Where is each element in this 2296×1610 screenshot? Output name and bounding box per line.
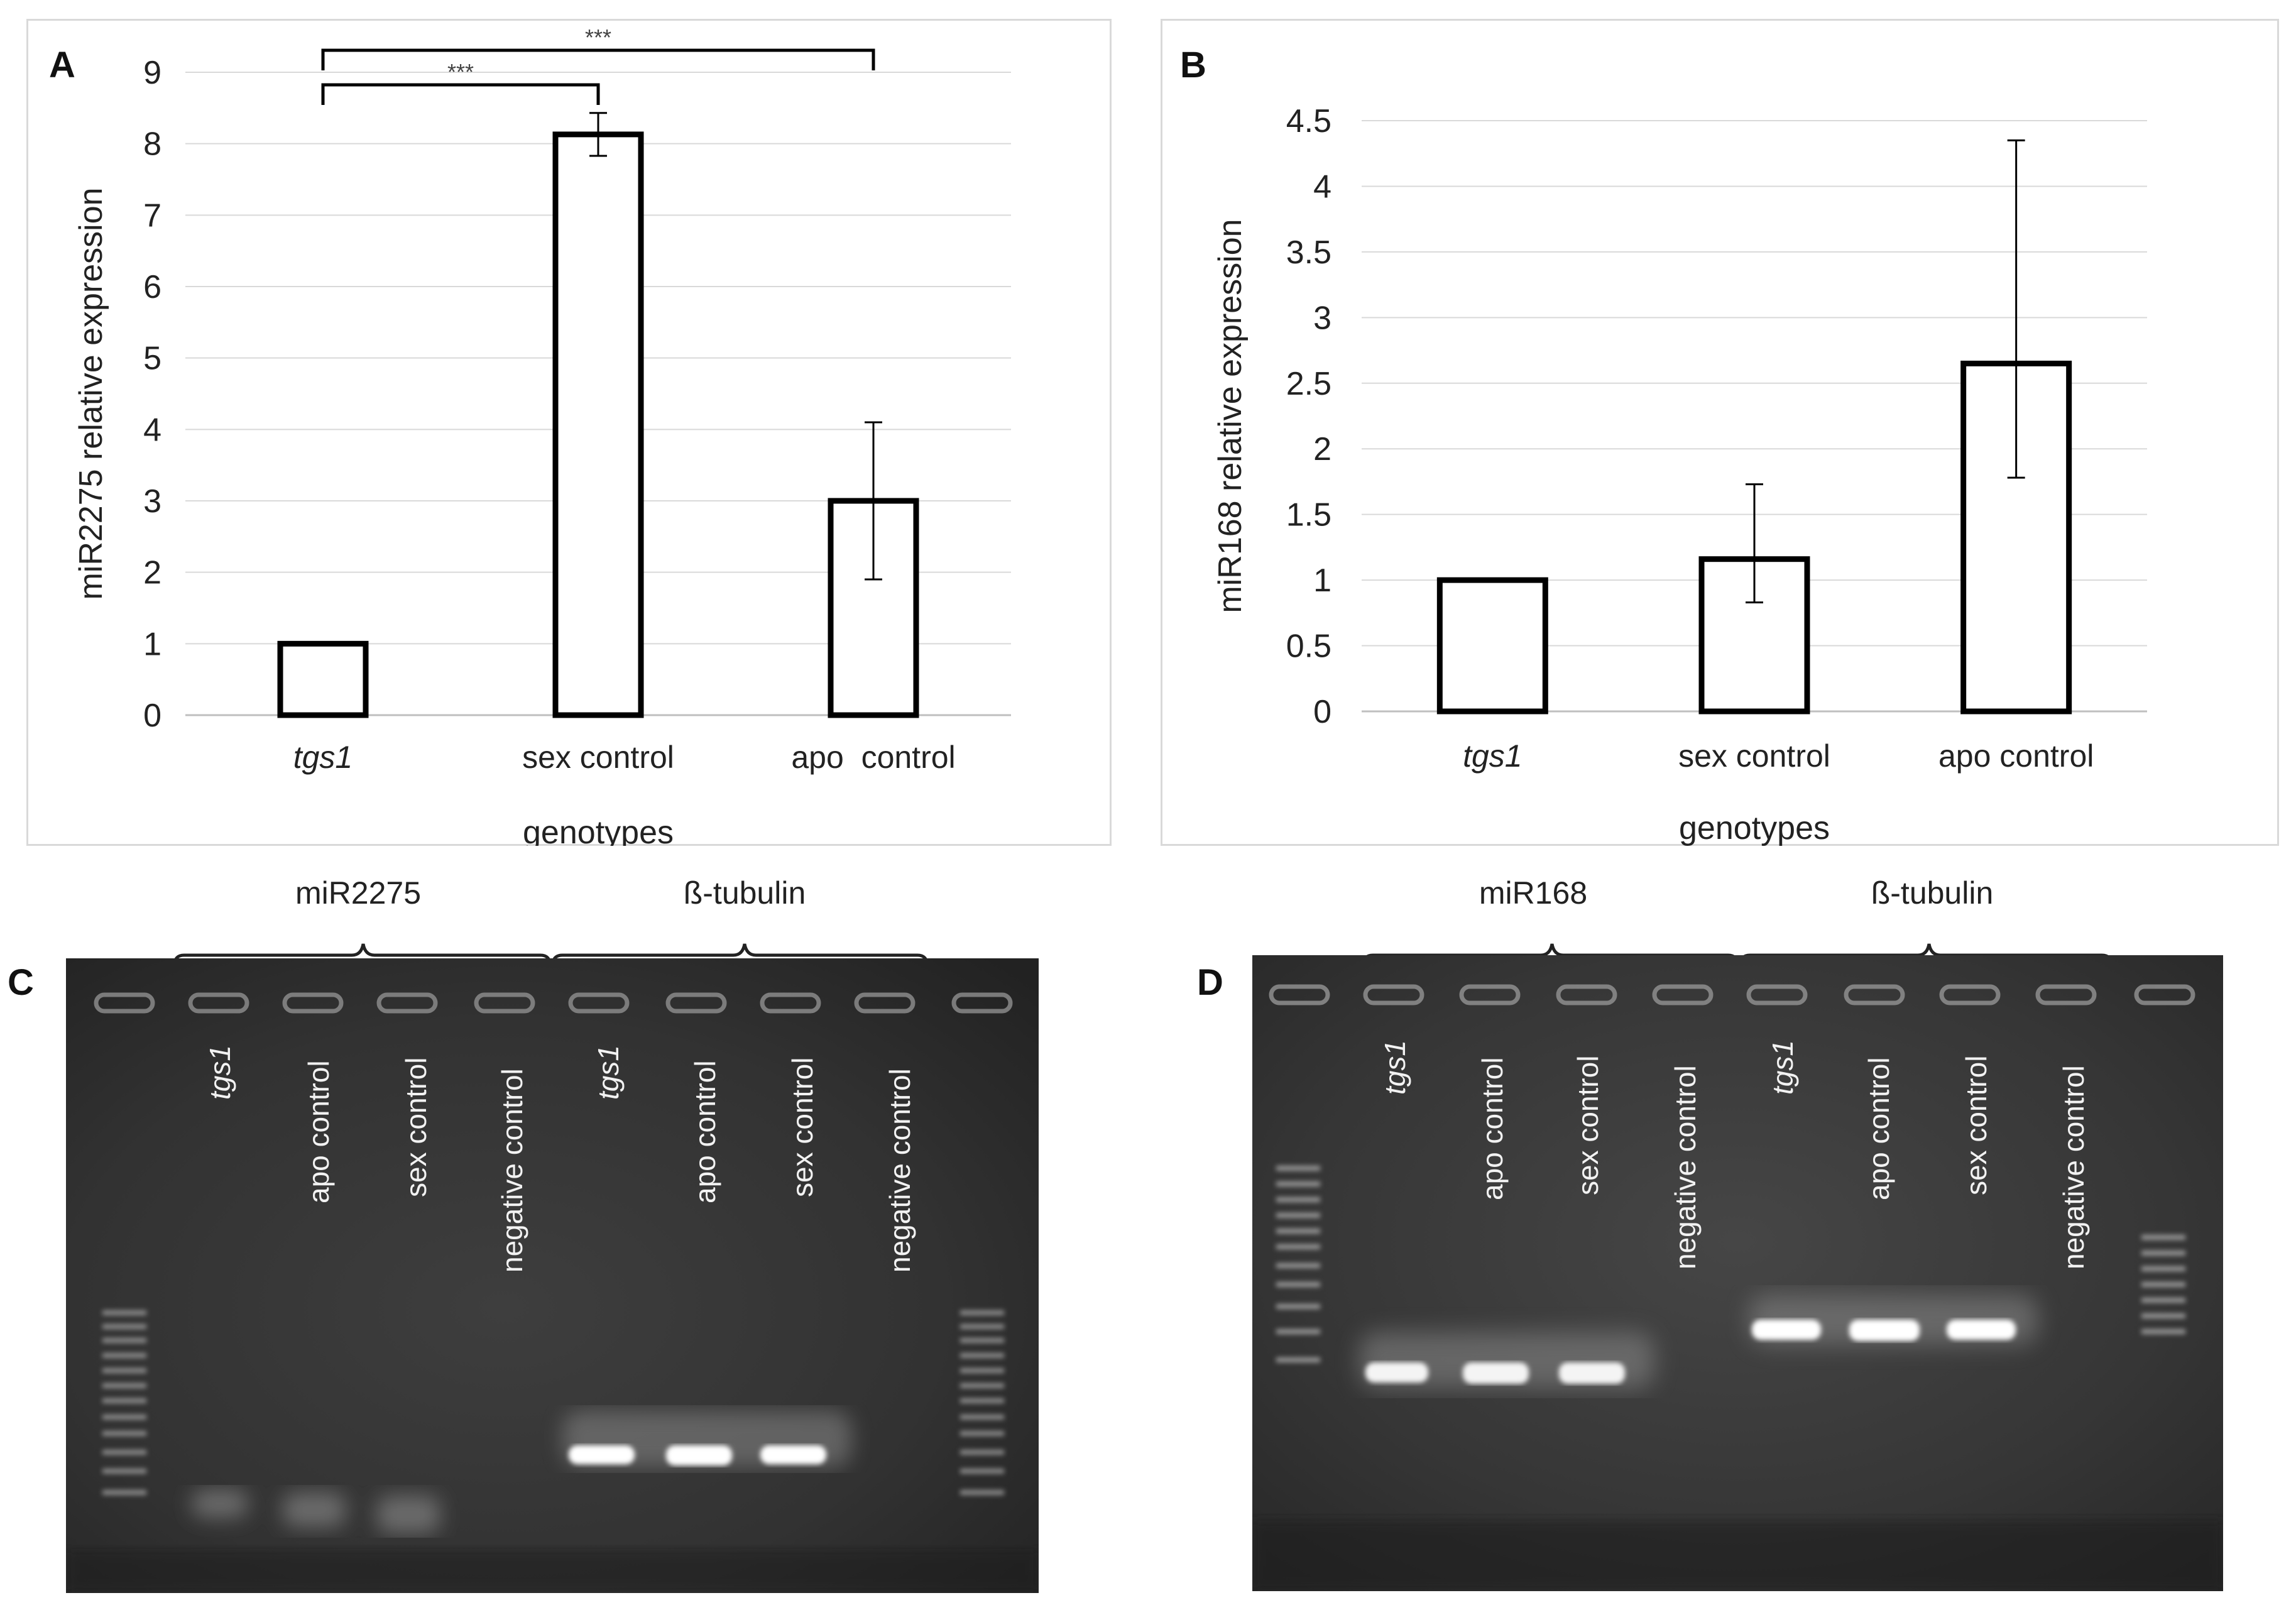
chart-a-y-tick-label: 2 [143,555,161,591]
gel-c-group-label-tubulin: ß-tubulin [683,875,806,911]
gel-c-lane-label-6: apo control [689,1060,721,1203]
chart-a-y-tick-label: 4 [143,412,161,448]
gel-d-lane-label-3: sex control [1572,1055,1604,1195]
chart-a-y-tick-label: 1 [143,626,161,662]
chart-b: 0 0.5 1 1.5 2 2.5 3 3.5 4 4.5 tgs1 sex control apo c… [1212,103,2147,846]
chart-a-category-label: tgs1 [293,740,353,775]
gel-d-lane-label-2: apo control [1476,1057,1509,1200]
gel-d-group-label-tubulin: ß-tubulin [1871,875,1994,911]
gel-c-lane-label-7: sex control [786,1057,819,1197]
panel-letter-a: A [49,45,75,85]
panel-letter-b: B [1180,45,1206,85]
chart-a-y-tick-label: 5 [143,341,161,377]
chart-b-category-label: sex control [1678,738,1830,774]
chart-b-category-label: apo control [1938,738,2094,774]
gel-d-lane-label-6: apo control [1862,1057,1895,1200]
gel-c-brace-left [173,943,552,979]
chart-b-y-tick-label: 0 [1313,694,1331,730]
panel-letter-d: D [1197,962,1223,1003]
gel-c-image: tgs1 apo control sex control negative co… [66,958,1039,1593]
chart-a-significance-label: *** [447,59,474,85]
chart-b-y-tick-label: 3 [1313,300,1331,336]
gel-d-image: tgs1 apo control sex control negative co… [1252,955,2223,1591]
chart-b-y-tick-label: 1 [1313,562,1331,599]
gel-c-lane-label-3: sex control [400,1057,432,1197]
gel-d-lane-label-8: negative control [2057,1065,2090,1269]
chart-a: 0 1 2 3 4 5 6 7 8 9 tgs1 sex control apo control geno… [73,25,1011,846]
chart-b-category-label: tgs1 [1463,738,1522,774]
chart-a-y-tick-label: 0 [143,698,161,734]
gel-d-lane-label-1: tgs1 [1379,1040,1411,1095]
chart-b-y-tick-label: 2.5 [1286,366,1331,402]
gel-c-brace-right [551,943,929,979]
chart-b-y-tick-label: 1.5 [1286,497,1331,534]
gel-c-group-label-mir2275: miR2275 [295,875,422,911]
chart-a-y-tick-label: 9 [143,55,161,91]
chart-a-significance-label: *** [585,25,611,50]
chart-a-category-label: sex control [522,740,674,775]
chart-b-y-tick-label: 4.5 [1286,103,1331,140]
chart-b-y-tick-label: 2 [1313,431,1331,468]
chart-b-y-tick-label: 4 [1313,168,1331,205]
gel-d-lane-label-7: sex control [1960,1055,1993,1195]
gel-c-braces [173,943,929,979]
chart-b-x-axis-label: genotypes [1679,810,1830,846]
gel-d-lane-label-4: negative control [1669,1065,1702,1269]
chart-a-category-label: apo control [791,740,955,775]
gel-c-lane-label-2: apo control [302,1060,335,1203]
chart-a-significance-bracket [321,48,875,70]
gel-c-lane-label-1: tgs1 [204,1045,236,1100]
gel-d-group-label-mir168: miR168 [1479,875,1588,911]
chart-a-y-tick-label: 8 [143,126,161,163]
gel-c-lane-label-5: tgs1 [592,1045,625,1100]
gel-c-lane-label-8: negative control [883,1068,916,1273]
chart-b-y-tick-label: 0.5 [1286,628,1331,665]
chart-a-significance-bracket [321,83,600,105]
chart-a-bar [277,640,369,718]
gel-c-lane-label-4: negative control [496,1068,528,1273]
chart-b-bar [1436,577,1548,715]
chart-a-y-tick-label: 3 [143,483,161,520]
gel-d-lane-label-5: tgs1 [1766,1040,1799,1095]
chart-a-y-axis-label: miR2275 relative expression [73,187,109,600]
chart-a-x-axis-label: genotypes [523,814,674,846]
chart-a-bar [552,131,644,718]
chart-a-y-tick-label: 6 [143,269,161,305]
panel-letter-c: C [8,962,34,1003]
chart-a-y-tick-label: 7 [143,197,161,234]
chart-b-y-axis-label: miR168 relative expression [1212,219,1249,613]
chart-b-y-tick-label: 3.5 [1286,234,1331,271]
